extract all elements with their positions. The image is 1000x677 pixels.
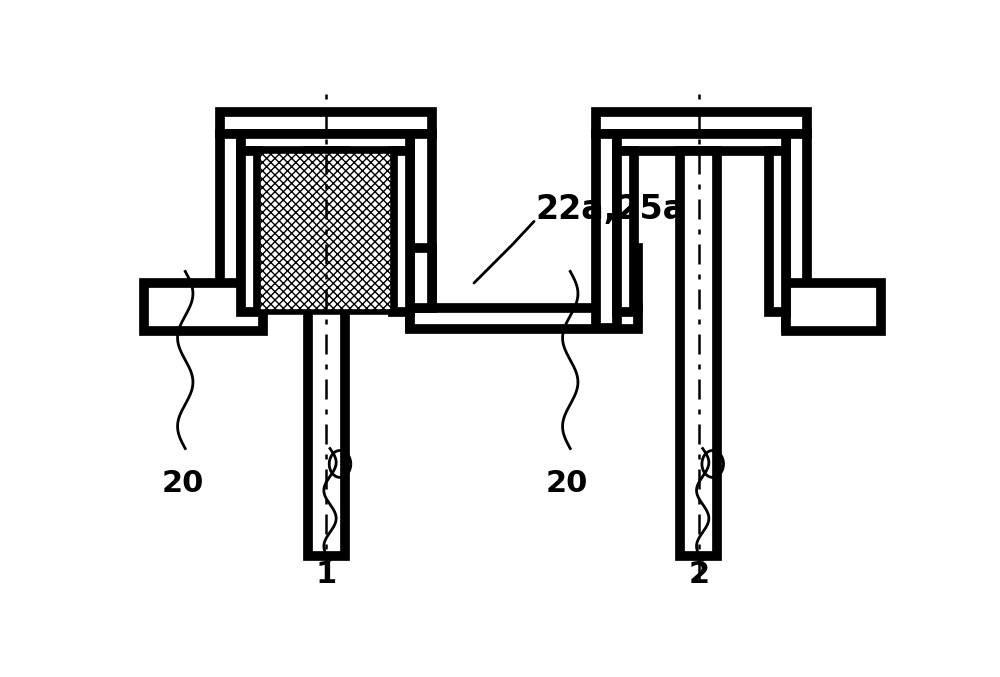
Bar <box>393 150 410 312</box>
Bar <box>769 150 786 312</box>
Bar <box>220 112 432 133</box>
Text: 20: 20 <box>545 468 588 498</box>
Bar <box>241 150 258 312</box>
Bar <box>410 248 432 307</box>
Text: 20: 20 <box>162 468 204 498</box>
Bar <box>616 248 638 307</box>
Bar <box>680 150 717 556</box>
Text: 2: 2 <box>688 560 709 589</box>
Bar <box>220 133 241 328</box>
Bar <box>617 150 634 312</box>
Bar <box>596 133 617 328</box>
Text: 22a,25a: 22a,25a <box>536 194 686 226</box>
Bar <box>258 150 393 312</box>
Bar <box>786 283 881 332</box>
Bar <box>410 307 638 329</box>
Bar <box>258 150 393 312</box>
Text: 1: 1 <box>316 560 337 589</box>
Bar <box>617 133 786 150</box>
Bar <box>308 150 345 556</box>
Bar <box>410 133 432 328</box>
Bar <box>786 133 807 328</box>
Bar <box>241 133 410 150</box>
Bar <box>144 283 263 332</box>
Bar <box>596 112 807 133</box>
